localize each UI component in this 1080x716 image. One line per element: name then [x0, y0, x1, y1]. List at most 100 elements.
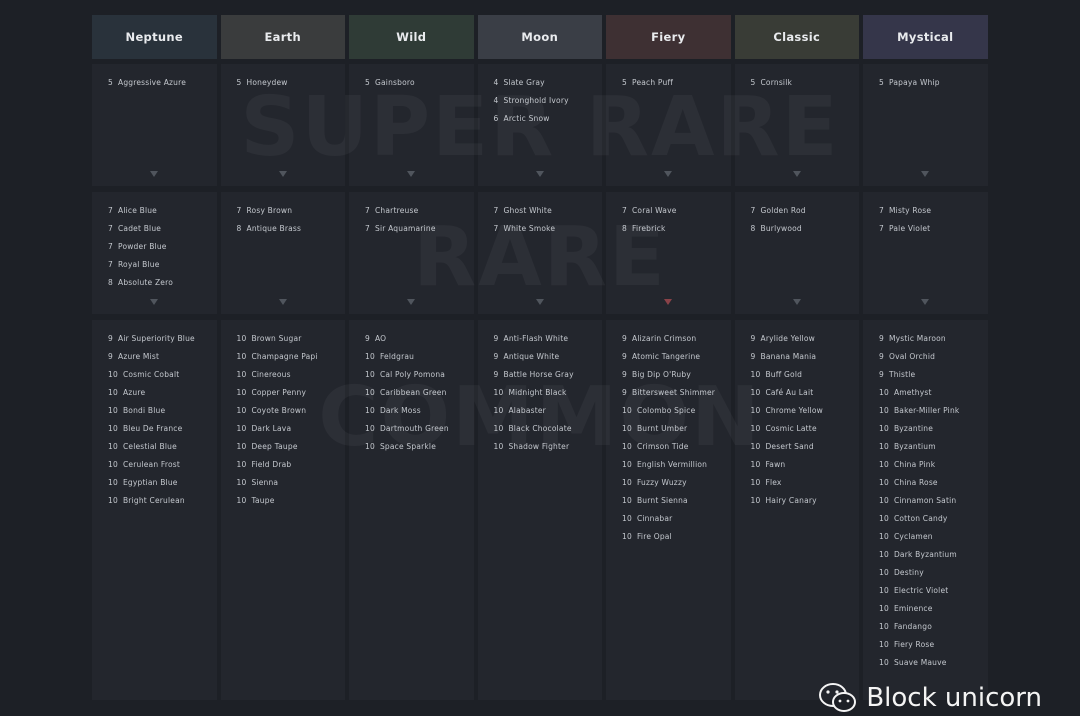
expand-arrow: [921, 299, 930, 305]
item-count: 10: [879, 478, 889, 487]
item-name: Pale Violet: [888, 224, 931, 233]
item: 7 Coral Wave: [622, 202, 731, 220]
item-name: Thistle: [888, 370, 916, 379]
item-count: 10: [108, 496, 118, 505]
item-count: 10: [236, 352, 247, 361]
item: 9 Anti-Flash White: [494, 330, 603, 348]
item-count: 10: [493, 406, 504, 415]
item-count: 10: [750, 460, 761, 469]
item-count: 10: [108, 424, 118, 433]
column-header: Classic: [734, 15, 859, 59]
brand: Block unicorn: [818, 682, 1042, 714]
item-count: 10: [236, 406, 247, 415]
expand-arrow: [150, 299, 159, 305]
item: 10 Electric Violet: [879, 582, 988, 600]
expand-arrow: [150, 171, 159, 177]
item-name: Celestial Blue: [122, 442, 177, 451]
item-count: 9: [879, 334, 884, 343]
item-count: 9: [493, 334, 499, 343]
item-name: Stronghold Ivory: [503, 96, 569, 105]
item: 6 Arctic Snow: [494, 110, 603, 128]
item-count: 10: [879, 424, 889, 433]
item-name: Big Dip O'Ruby: [631, 370, 691, 379]
item-name: Fandango: [893, 622, 932, 631]
item-name: Firebrick: [631, 224, 666, 233]
common-cell: 9 Anti-Flash White 9 Antique White 9 Battle H…: [477, 320, 603, 700]
item: 9 Banana Mania: [751, 348, 860, 366]
item-name: Dark Lava: [251, 424, 292, 433]
item-name: Fuzzy Wuzzy: [636, 478, 687, 487]
super-rare-cell: 5 Papaya Whip: [863, 64, 988, 186]
item-name: Oval Orchid: [888, 352, 936, 361]
brand-text: Block unicorn: [866, 683, 1042, 713]
rare-cell: 7 Rosy Brown 8 Antique Brass: [220, 192, 346, 314]
item-count: 4: [493, 96, 499, 105]
expand-arrow: [664, 171, 673, 177]
item: 7 Rosy Brown: [237, 202, 346, 220]
item-count: 10: [622, 514, 632, 523]
item-name: Feldgrau: [379, 352, 415, 361]
item-count: 10: [879, 514, 889, 523]
item: 7 Misty Rose: [879, 202, 988, 220]
item-name: Cyclamen: [893, 532, 933, 541]
item-name: Arylide Yellow: [760, 334, 815, 343]
item-count: 9: [622, 334, 627, 343]
item: 10 Fuzzy Wuzzy: [622, 474, 731, 492]
item: 10 English Vermillion: [622, 456, 731, 474]
item-count: 10: [365, 406, 375, 415]
item: 9 Mystic Maroon: [879, 330, 988, 348]
item: 10 Brown Sugar: [237, 330, 346, 348]
item: 10 Taupe: [237, 492, 346, 510]
super-rare-cell: 4 Slate Gray 4 Stronghold Ivory 6 Arctic Snow: [477, 64, 603, 186]
item: 7 Ghost White: [494, 202, 603, 220]
item-name: Fiery Rose: [893, 640, 935, 649]
item: 10 Cerulean Frost: [108, 456, 217, 474]
item-name: China Pink: [893, 460, 936, 469]
item-name: Cal Poly Pomona: [379, 370, 446, 379]
item-count: 9: [108, 352, 113, 361]
item-name: Field Drab: [251, 460, 292, 469]
item-name: Arctic Snow: [503, 114, 550, 123]
item-count: 9: [622, 388, 627, 397]
expand-arrow: [792, 171, 801, 177]
item: 9 Bittersweet Shimmer: [622, 384, 731, 402]
common-cell: 10 Brown Sugar 10 Champagne Papi 10 Cinereous…: [220, 320, 346, 700]
item-name: Café Au Lait: [765, 388, 814, 397]
rare-cell: 7 Ghost White 7 White Smoke: [477, 192, 603, 314]
item-count: 10: [879, 460, 889, 469]
item-name: Hairy Canary: [765, 496, 817, 505]
item: 7 White Smoke: [494, 220, 603, 238]
item-count: 5: [622, 78, 627, 87]
item-name: Gainsboro: [374, 78, 415, 87]
item-count: 9: [879, 352, 884, 361]
item: 7 Powder Blue: [108, 238, 217, 256]
item-name: Alabaster: [508, 406, 546, 415]
item: 10 Burnt Sienna: [622, 492, 731, 510]
item-count: 10: [622, 460, 632, 469]
item-name: Bittersweet Shimmer: [631, 388, 716, 397]
item-name: Rosy Brown: [246, 206, 293, 215]
item-count: 10: [750, 388, 761, 397]
item-name: English Vermillion: [636, 460, 708, 469]
item: 10 China Pink: [879, 456, 988, 474]
item-name: Cosmic Latte: [765, 424, 817, 433]
item-count: 7: [108, 206, 113, 215]
item-count: 10: [108, 370, 118, 379]
item-count: 10: [622, 478, 632, 487]
item-name: Antique White: [503, 352, 560, 361]
item: 9 Big Dip O'Ruby: [622, 366, 731, 384]
item-count: 5: [236, 78, 242, 87]
common-cell: 9 Mystic Maroon 9 Oval Orchid 9 Thistle 10 Amet…: [863, 320, 988, 700]
item: 5 Papaya Whip: [879, 74, 988, 92]
item: 10 Bondi Blue: [108, 402, 217, 420]
item-count: 9: [493, 370, 499, 379]
item-count: 9: [108, 334, 113, 343]
item-count: 10: [879, 604, 889, 613]
item-count: 10: [750, 424, 761, 433]
item: 9 AO: [365, 330, 474, 348]
item-name: Champagne Papi: [251, 352, 318, 361]
item-name: Royal Blue: [117, 260, 160, 269]
item: 7 Cadet Blue: [108, 220, 217, 238]
item: 10 Fiery Rose: [879, 636, 988, 654]
item-count: 10: [236, 496, 247, 505]
